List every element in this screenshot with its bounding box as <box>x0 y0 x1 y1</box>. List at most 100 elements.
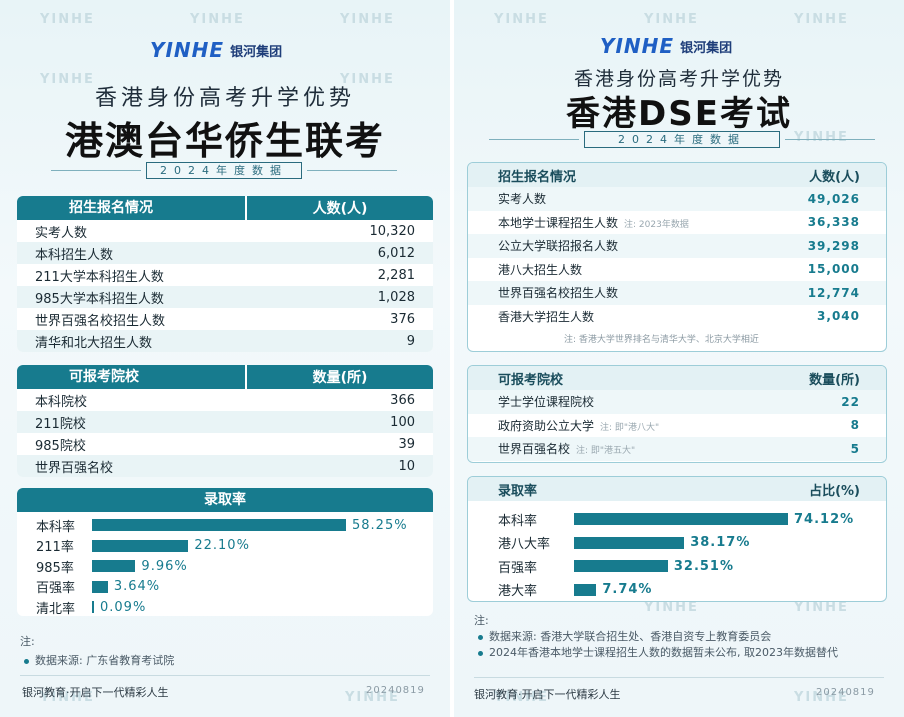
brand-logo: YINHE 银河集团 <box>150 38 282 62</box>
page-subtitle: 香港身份高考升学优势 <box>573 68 784 90</box>
bar-label: 港大率 <box>498 584 538 599</box>
bar <box>574 560 668 572</box>
brand-name: 银河集团 <box>230 44 283 60</box>
page-title: 香港DSE考试 <box>566 94 792 134</box>
bar-value-label: 0.09% <box>100 599 147 615</box>
row-label: 本地学士课程招生人数 <box>498 215 619 230</box>
row-value: 8 <box>850 418 860 433</box>
table-body: 实考人数 49,026 本地学士课程招生人数 注: 2023年数据 36,338 公立… <box>468 187 886 328</box>
watermark: YINHE <box>340 12 395 27</box>
bullet-icon <box>478 634 483 640</box>
table-header: 招生报名情况 人数(人) <box>468 163 886 187</box>
schools-table: 可报考院校 数量(所) 本科院校 366 211院校 100 985院校 39 世界百… <box>17 365 433 477</box>
row-value: 22 <box>841 394 860 409</box>
watermark: YINHE <box>494 690 549 705</box>
watermark: YINHE <box>794 130 849 145</box>
chart-title: 录取率 <box>17 488 433 512</box>
admission-chart: 录取率 占比(%) 本科率 74.12% 港八大率 38.17% 百强率 32.51% 港大… <box>467 476 887 602</box>
table-row: 211院校 100 <box>17 411 433 433</box>
row-value: 1,028 <box>377 289 415 305</box>
watermark: YINHE <box>794 600 849 615</box>
footer-slogan: 银河教育·开启下一代精彩人生 <box>474 688 621 701</box>
table-body: 本科院校 366 211院校 100 985院校 39 世界百强名校 10 <box>17 389 433 477</box>
row-label: 本科院校 <box>35 394 88 410</box>
bar-value-label: 74.12% <box>794 511 855 527</box>
bar-value-label: 38.17% <box>690 535 751 550</box>
row-label: 学士学位课程院校 <box>498 395 595 410</box>
watermark: YINHE <box>340 72 395 87</box>
bar <box>92 601 94 613</box>
bar-row: 百强率 32.51% <box>498 556 868 576</box>
table-row: 世界百强名校 10 <box>17 455 433 477</box>
note-item: 数据来源: 香港大学联合招生处、香港自资专上教育委员会 <box>478 628 771 644</box>
table-row: 学士学位课程院校 22 <box>468 390 886 414</box>
table-row: 香港大学招生人数 3,040 <box>468 305 886 329</box>
row-label: 港八大招生人数 <box>498 262 583 277</box>
row-note: 注: 2023年数据 <box>624 219 689 230</box>
header-count: 人数(人) <box>312 201 368 217</box>
row-value: 3,040 <box>817 309 860 324</box>
left-panel: YINHE YINHE YINHE YINHE YINHE YINHE YINH… <box>0 0 450 717</box>
note-text: 2024年香港本地学士课程招生人数的数据暂未公布, 取2023年数据替代 <box>489 646 838 659</box>
year-label: 2024年度数据 <box>51 162 397 179</box>
watermark: YINHE <box>494 12 549 27</box>
header-count: 数量(所) <box>312 370 368 386</box>
row-label: 本科招生人数 <box>35 247 114 263</box>
table-footnote: 注: 香港大学世界排名与清华大学、北京大学相近 <box>564 335 759 345</box>
bar-row: 本科率 74.12% <box>498 509 868 529</box>
watermark: YINHE <box>40 12 95 27</box>
bar-row: 港八大率 38.17% <box>498 533 868 553</box>
row-label: 清华和北大招生人数 <box>35 335 153 351</box>
row-label: 世界百强名校招生人数 <box>35 313 166 329</box>
chart-title: 录取率 <box>498 483 538 499</box>
watermark: YINHE <box>40 72 95 87</box>
table-header: 可报考院校 数量(所) <box>17 365 433 389</box>
bar <box>92 519 346 531</box>
table-row: 本地学士课程招生人数 注: 2023年数据 36,338 <box>468 211 886 235</box>
note-item: 2024年香港本地学士课程招生人数的数据暂未公布, 取2023年数据替代 <box>478 646 878 660</box>
bullet-icon <box>24 658 29 664</box>
right-panel: YINHE YINHE YINHE YINHE YINHE YINHE YINH… <box>454 0 904 717</box>
table-row: 985院校 39 <box>17 433 433 455</box>
bar-row: 百强率 3.64% <box>36 577 426 597</box>
chart-header: 录取率 占比(%) <box>468 477 886 501</box>
row-label: 公立大学联招报名人数 <box>498 239 619 254</box>
watermark: YINHE <box>345 690 400 705</box>
notes-title: 注: <box>474 614 489 627</box>
header-category: 招生报名情况 <box>17 196 247 220</box>
notes-title: 注: <box>20 635 35 648</box>
table-row: 公立大学联招报名人数 39,298 <box>468 234 886 258</box>
row-value: 36,338 <box>807 215 860 230</box>
table-row: 世界百强名校 注: 即"港五大" 5 <box>468 437 886 461</box>
bar-row: 本科率 58.25% <box>36 515 426 535</box>
row-label: 211院校 <box>35 416 86 432</box>
header-category: 可报考院校 <box>498 372 564 388</box>
bar-row: 清北率 0.09% <box>36 597 426 617</box>
header-category: 可报考院校 <box>17 365 247 389</box>
brand-logo: YINHE 银河集团 <box>600 34 732 58</box>
table-row: 世界百强名校招生人数 376 <box>17 308 433 330</box>
bar <box>92 580 108 593</box>
watermark: YINHE <box>190 12 245 27</box>
watermark: YINHE <box>794 690 849 705</box>
table-row: 世界百强名校招生人数 12,774 <box>468 281 886 305</box>
row-value: 15,000 <box>807 262 860 277</box>
bullet-icon <box>478 650 483 656</box>
header-count: 人数(人) <box>809 169 860 185</box>
row-value: 6,012 <box>377 245 415 261</box>
watermark: YINHE <box>40 690 95 705</box>
footer-date: 20240819 <box>366 685 425 696</box>
schools-table: 可报考院校 数量(所) 学士学位课程院校 22 政府资助公立大学 注: 即"港八大"… <box>467 365 887 463</box>
row-value: 49,026 <box>807 191 860 206</box>
bar-label: 清北率 <box>36 601 76 617</box>
admission-chart: 录取率 本科率 58.25% 211率 22.10% 985率 9.96% 百强率 3.64%… <box>17 488 433 616</box>
divider <box>474 677 884 678</box>
row-value: 10 <box>398 458 415 474</box>
table-row: 清华和北大招生人数 9 <box>17 330 433 352</box>
row-label: 政府资助公立大学 <box>498 418 595 433</box>
brand-mark: YINHE <box>150 38 225 62</box>
row-value: 5 <box>850 441 860 456</box>
bar-label: 985率 <box>36 560 74 576</box>
watermark: YINHE <box>794 12 849 27</box>
row-note: 注: 即"港五大" <box>576 446 636 457</box>
